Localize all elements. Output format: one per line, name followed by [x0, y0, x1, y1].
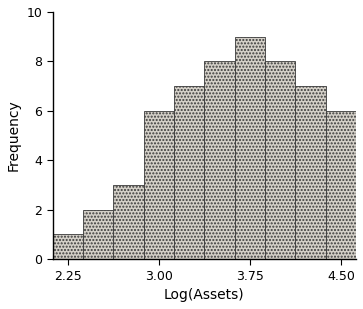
Bar: [295, 86, 326, 259]
Bar: [114, 185, 144, 259]
Bar: [265, 61, 295, 259]
Bar: [235, 37, 265, 259]
Bar: [204, 61, 235, 259]
Bar: [53, 234, 83, 259]
Bar: [174, 86, 204, 259]
Bar: [144, 111, 174, 259]
Bar: [326, 111, 356, 259]
Bar: [356, 160, 363, 259]
X-axis label: Log(Assets): Log(Assets): [164, 288, 245, 302]
Bar: [83, 210, 114, 259]
Y-axis label: Frequency: Frequency: [7, 99, 21, 171]
